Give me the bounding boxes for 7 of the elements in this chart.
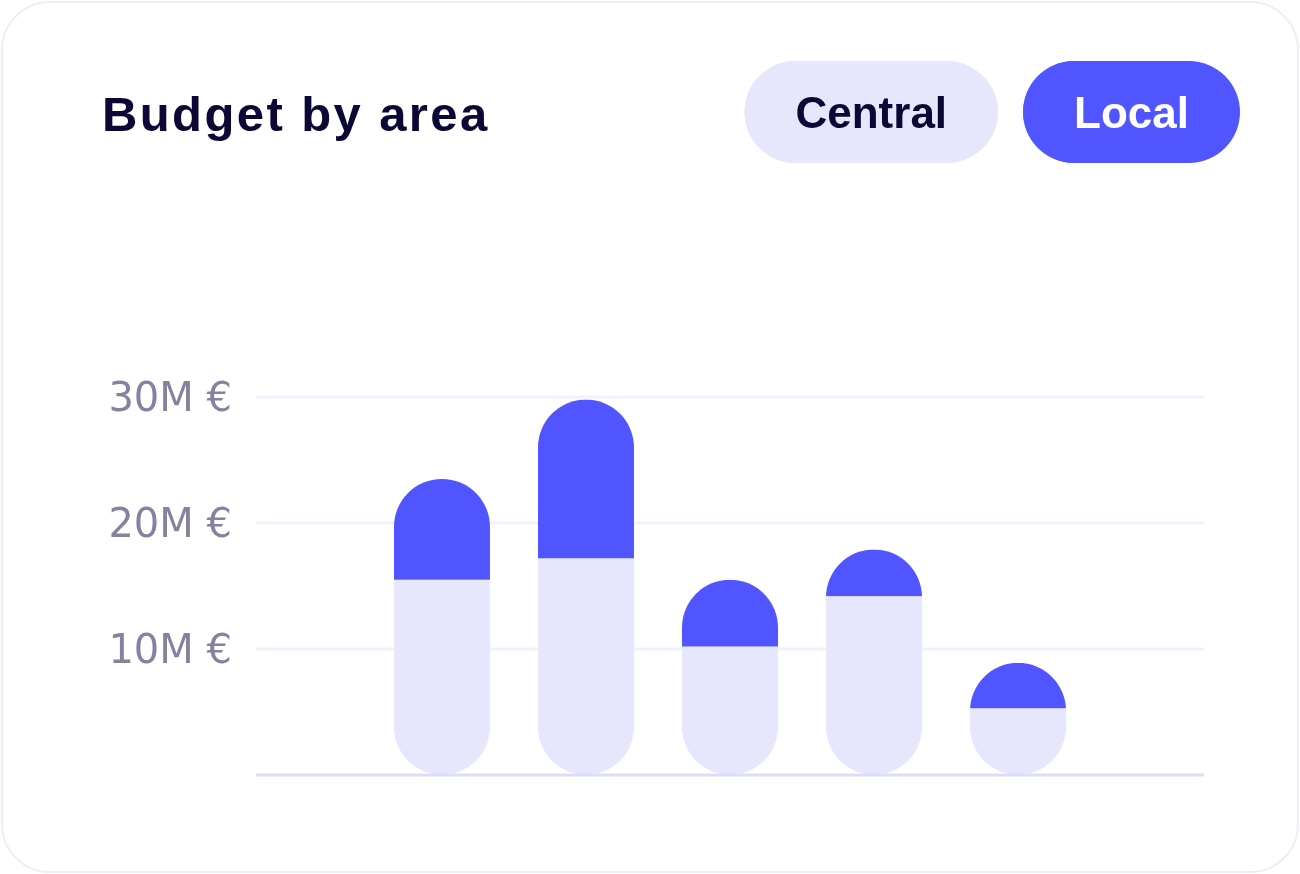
y-tick-label: 10M € xyxy=(108,626,232,672)
legend-label: Local xyxy=(1074,87,1189,137)
bar xyxy=(537,399,634,559)
y-tick-label: 30M € xyxy=(108,374,232,420)
y-tick-label: 20M € xyxy=(108,500,232,546)
legend-label: Central xyxy=(795,87,948,137)
chart-title: Budget by area xyxy=(102,87,490,141)
